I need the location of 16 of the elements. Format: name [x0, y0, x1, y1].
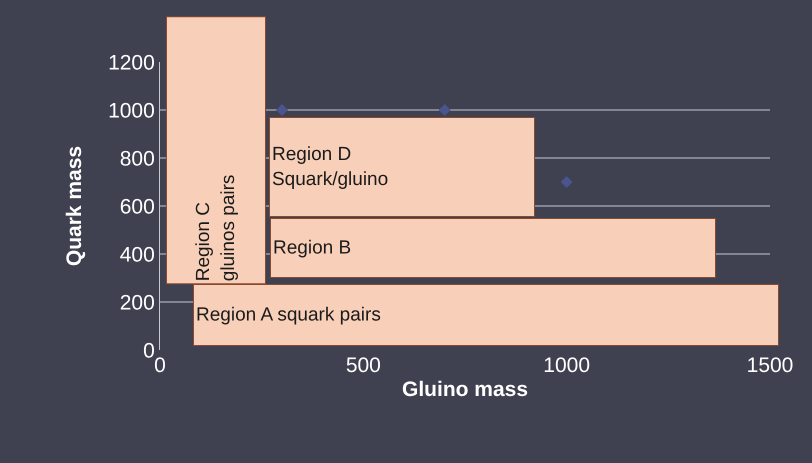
y-tick-label: 600 [120, 195, 155, 218]
x-axis-title: Gluino mass [402, 378, 528, 402]
annotation: Region B [273, 238, 352, 258]
annotation: Region A squark pairs [196, 304, 381, 326]
y-axis-title: Quark mass [63, 146, 86, 266]
y-tick-label: 200 [120, 291, 155, 314]
y-tick-label: 1000 [108, 99, 155, 122]
x-tick-label: 500 [346, 354, 381, 377]
y-tick-label: 400 [120, 243, 155, 266]
y-tick-label: 1200 [108, 51, 155, 74]
x-tick-label: 1000 [543, 354, 590, 377]
annotation: Region C gluinos pairs [193, 174, 239, 282]
annotation: Region D Squark/gluino [272, 144, 388, 190]
y-tick-label: 800 [120, 147, 155, 170]
x-tick-label: 1500 [746, 354, 794, 377]
y-tick-label: 0 [143, 339, 155, 362]
